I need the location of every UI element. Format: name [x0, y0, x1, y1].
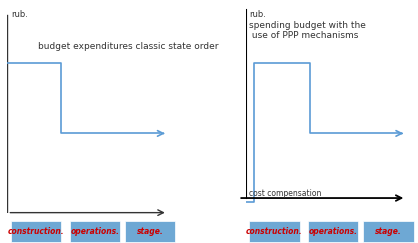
- Text: cost compensation: cost compensation: [249, 189, 322, 198]
- FancyBboxPatch shape: [364, 221, 414, 242]
- FancyBboxPatch shape: [308, 221, 358, 242]
- Text: rub.: rub.: [11, 10, 28, 19]
- FancyBboxPatch shape: [249, 221, 300, 242]
- FancyBboxPatch shape: [11, 221, 61, 242]
- Text: rub.: rub.: [249, 10, 266, 19]
- Text: construction.: construction.: [8, 227, 64, 236]
- Text: operations.: operations.: [70, 227, 119, 236]
- Text: stage.: stage.: [375, 227, 402, 236]
- FancyBboxPatch shape: [69, 221, 120, 242]
- Text: operations.: operations.: [309, 227, 358, 236]
- Text: budget expenditures classic state order: budget expenditures classic state order: [38, 42, 218, 51]
- FancyBboxPatch shape: [125, 221, 175, 242]
- Text: spending budget with the
 use of PPP mechanisms: spending budget with the use of PPP mech…: [249, 21, 366, 40]
- Text: construction.: construction.: [246, 227, 303, 236]
- Text: stage.: stage.: [137, 227, 163, 236]
